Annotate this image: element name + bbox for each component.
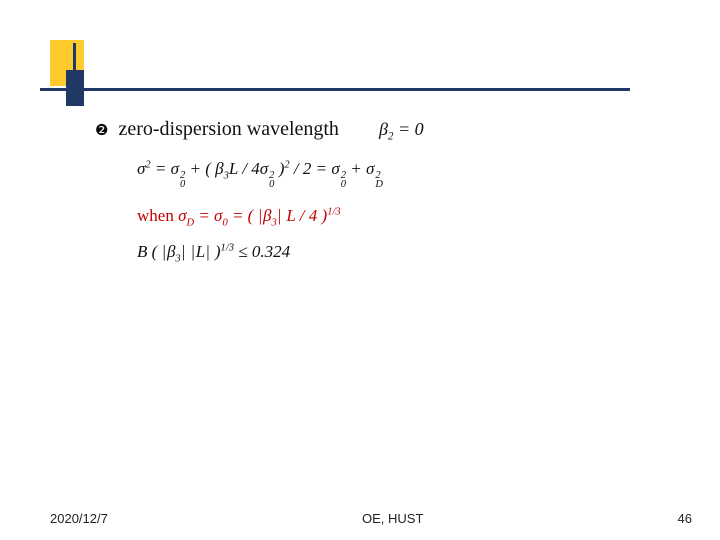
- footer-page: 46: [678, 511, 692, 526]
- equation-when-body: σD = σ0 = ( β3 L / 4 )1/3: [178, 206, 341, 225]
- header-rule-vertical: [73, 43, 76, 106]
- side-equation-beta2: β2 = 0: [379, 119, 424, 140]
- equation-when-sigma-d: when σD = σ0 = ( β3 L / 4 )1/3: [137, 206, 655, 226]
- bullet-text: zero-dispersion wavelength: [118, 118, 338, 141]
- bullet-row: ❷ zero-dispersion wavelength β2 = 0: [95, 118, 655, 141]
- header-rule-horizontal: [40, 88, 630, 91]
- equation-when-prefix: when: [137, 206, 178, 225]
- equation-sigma-sq: σ2 = σ20 + ( β3L / 4σ20 )2 / 2 = σ20 + σ…: [137, 159, 655, 190]
- equation-block: σ2 = σ20 + ( β3L / 4σ20 )2 / 2 = σ20 + σ…: [137, 159, 655, 262]
- bullet-marker: ❷: [95, 123, 108, 138]
- footer-center: OE, HUST: [362, 511, 423, 526]
- equation-b-bound: B ( β3 L )1/3 ≤ 0.324: [137, 242, 655, 262]
- content-region: ❷ zero-dispersion wavelength β2 = 0 σ2 =…: [95, 118, 655, 262]
- slide-footer: 2020/12/7 OE, HUST 46: [0, 511, 720, 526]
- footer-date: 2020/12/7: [50, 511, 108, 526]
